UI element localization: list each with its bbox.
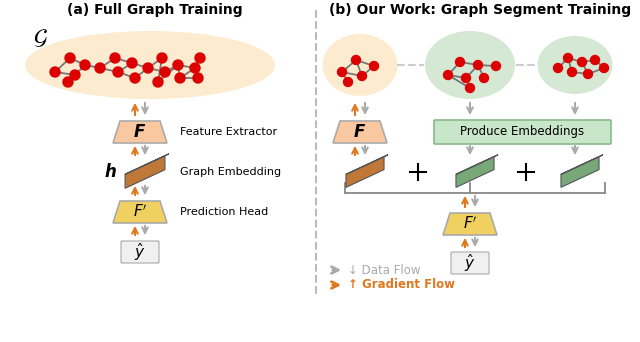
Circle shape xyxy=(113,67,123,77)
Circle shape xyxy=(456,57,465,66)
Circle shape xyxy=(95,63,105,73)
Text: $\boldsymbol{F}$: $\boldsymbol{F}$ xyxy=(133,123,147,141)
Text: $\hat{y}$: $\hat{y}$ xyxy=(464,252,476,274)
Polygon shape xyxy=(346,157,384,187)
Polygon shape xyxy=(443,213,497,235)
Circle shape xyxy=(195,53,205,63)
Circle shape xyxy=(600,64,609,73)
Circle shape xyxy=(351,55,360,65)
Circle shape xyxy=(554,64,563,73)
Circle shape xyxy=(358,71,367,80)
Ellipse shape xyxy=(323,34,397,96)
Circle shape xyxy=(516,163,534,181)
Circle shape xyxy=(461,74,470,82)
Text: Produce Embeddings: Produce Embeddings xyxy=(460,126,584,139)
Circle shape xyxy=(344,78,353,87)
Text: (b) Our Work: Graph Segment Training: (b) Our Work: Graph Segment Training xyxy=(329,3,631,17)
Polygon shape xyxy=(561,155,603,174)
FancyBboxPatch shape xyxy=(451,252,489,274)
Circle shape xyxy=(474,61,483,69)
Text: (a) Full Graph Training: (a) Full Graph Training xyxy=(67,3,243,17)
Circle shape xyxy=(190,63,200,73)
Polygon shape xyxy=(333,121,387,143)
Circle shape xyxy=(584,69,593,79)
Polygon shape xyxy=(346,155,388,174)
Text: $\boldsymbol{F'}$: $\boldsymbol{F'}$ xyxy=(132,204,147,220)
Circle shape xyxy=(591,55,600,65)
Text: $\boldsymbol{h}$: $\boldsymbol{h}$ xyxy=(104,163,116,181)
Circle shape xyxy=(127,58,137,68)
Ellipse shape xyxy=(538,36,612,94)
Circle shape xyxy=(409,163,427,181)
Circle shape xyxy=(160,67,170,77)
Circle shape xyxy=(337,67,346,77)
Circle shape xyxy=(157,53,167,63)
Polygon shape xyxy=(561,157,599,187)
Circle shape xyxy=(479,74,488,82)
Circle shape xyxy=(110,53,120,63)
Ellipse shape xyxy=(25,31,275,99)
Polygon shape xyxy=(113,201,167,223)
Ellipse shape xyxy=(425,31,515,99)
Text: ↓ Data Flow: ↓ Data Flow xyxy=(348,263,420,276)
Circle shape xyxy=(173,60,183,70)
Circle shape xyxy=(153,77,163,87)
Circle shape xyxy=(193,73,203,83)
Circle shape xyxy=(70,70,80,80)
Polygon shape xyxy=(125,154,169,174)
Circle shape xyxy=(563,53,573,63)
Polygon shape xyxy=(456,157,494,187)
Circle shape xyxy=(63,77,73,87)
Text: $\boldsymbol{F'}$: $\boldsymbol{F'}$ xyxy=(463,216,477,232)
Polygon shape xyxy=(125,156,165,188)
FancyBboxPatch shape xyxy=(434,120,611,144)
Text: $\mathcal{G}$: $\mathcal{G}$ xyxy=(33,27,47,49)
Polygon shape xyxy=(456,155,498,174)
Text: Prediction Head: Prediction Head xyxy=(180,207,268,217)
Circle shape xyxy=(175,73,185,83)
Circle shape xyxy=(143,63,153,73)
Circle shape xyxy=(80,60,90,70)
Text: Graph Embedding: Graph Embedding xyxy=(180,167,281,177)
Text: Feature Extractor: Feature Extractor xyxy=(180,127,277,137)
Circle shape xyxy=(568,67,577,77)
Circle shape xyxy=(465,83,474,92)
Circle shape xyxy=(369,62,378,70)
Circle shape xyxy=(577,57,586,66)
Circle shape xyxy=(50,67,60,77)
Circle shape xyxy=(130,73,140,83)
Polygon shape xyxy=(113,121,167,143)
FancyBboxPatch shape xyxy=(121,241,159,263)
Text: $\boldsymbol{F}$: $\boldsymbol{F}$ xyxy=(353,123,367,141)
Text: ↑ Gradient Flow: ↑ Gradient Flow xyxy=(348,278,455,291)
Circle shape xyxy=(65,53,75,63)
Text: $\hat{y}$: $\hat{y}$ xyxy=(134,241,146,263)
Circle shape xyxy=(492,62,500,70)
Circle shape xyxy=(444,70,452,79)
